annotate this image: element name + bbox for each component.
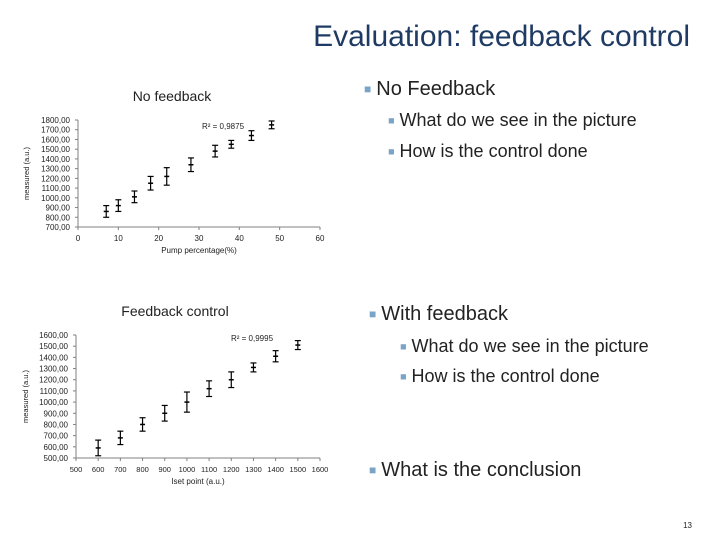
bullet-with-feedback-q2: ■ How is the control done (400, 366, 600, 387)
y-tick-label: 1000,00 (41, 194, 70, 203)
bullet-with-feedback-text: With feedback (381, 303, 508, 325)
y-tick-label: 1200,00 (39, 376, 68, 385)
y-tick-label: 1700,00 (41, 126, 70, 135)
y-tick-label: 600,00 (44, 443, 69, 452)
chart-title: No feedback (133, 88, 213, 104)
data-point (268, 120, 275, 130)
x-tick-label: 1200 (223, 465, 240, 474)
y-axis-label: measured (a.u.) (21, 370, 30, 423)
y-tick-label: 1600,00 (41, 135, 70, 144)
x-axis-label: Iset point (a.u.) (171, 477, 225, 486)
chart-title: Feedback control (121, 303, 228, 319)
x-tick-label: 60 (316, 234, 325, 243)
y-tick-label: 1500,00 (39, 342, 68, 351)
y-tick-label: 1500,00 (41, 145, 70, 154)
bullet-marker-icon: ■ (388, 146, 395, 158)
data-point (187, 157, 194, 173)
x-tick-label: 40 (235, 234, 244, 243)
chart-no-feedback-svg: No feedback1800,001700,001600,001500,001… (22, 88, 325, 255)
x-tick-label: 1100 (201, 465, 217, 474)
chart-feedback-control-svg: Feedback control 1600,00 1500,00 1400,00 130… (21, 303, 329, 486)
bullet-marker-icon: ■ (364, 82, 372, 96)
bullet-with-feedback-q1: ■ What do we see in the picture (400, 336, 649, 357)
y-tick-label: 1400,00 (41, 155, 70, 164)
bullet-with-feedback-q1-text: What do we see in the picture (411, 336, 649, 356)
bullet-marker-icon: ■ (388, 115, 395, 127)
bullet-no-feedback-text: No Feedback (376, 78, 496, 100)
bullet-marker-icon: ■ (400, 341, 407, 353)
bullet-no-feedback-q2: ■ How is the control done (388, 141, 588, 162)
data-point (206, 380, 213, 398)
x-tick-label: 1000 (179, 465, 196, 474)
x-tick-label: 600 (92, 465, 105, 474)
bullet-conclusion-text: What is the conclusion (381, 459, 582, 481)
data-point (147, 175, 154, 191)
page-number: 13 (683, 521, 692, 530)
data-point (95, 439, 102, 457)
x-tick-label: 20 (154, 234, 163, 243)
bullet-marker-icon: ■ (369, 463, 377, 477)
data-point (250, 362, 257, 373)
y-tick-label: 1000,00 (39, 398, 68, 407)
x-tick-label: 50 (275, 234, 284, 243)
x-tick-label: 1400 (267, 465, 284, 474)
x-tick-label: 1300 (245, 465, 262, 474)
chart-no-feedback: No feedback 1800,00 1700,00 1600,00 1500,00 1… (0, 80, 340, 270)
y-tick-label: 1100,00 (40, 387, 69, 396)
bullet-no-feedback-q1: ■ What do we see in the picture (388, 110, 637, 131)
data-point (248, 130, 255, 142)
data-point (103, 204, 110, 218)
y-tick-label: 1300,00 (39, 365, 68, 374)
data-point (294, 339, 301, 351)
data-point (131, 190, 138, 204)
data-point (183, 391, 190, 413)
bullet-conclusion: ■ What is the conclusion (369, 459, 581, 482)
data-point (163, 167, 170, 186)
bullet-marker-icon: ■ (400, 371, 407, 383)
x-tick-label: 10 (114, 234, 123, 243)
x-tick-label: 900 (158, 465, 171, 474)
data-point (161, 404, 168, 422)
x-tick-label: 800 (136, 465, 149, 474)
data-point (212, 144, 219, 158)
r-squared-label: R² = 0,9875 (202, 122, 245, 131)
data-point (272, 350, 279, 363)
r-squared-label: R² = 0,9995 (231, 334, 274, 343)
y-tick-label: 1200,00 (41, 174, 70, 183)
bullet-with-feedback: ■ With feedback (369, 303, 508, 326)
y-tick-label: 1300,00 (41, 165, 70, 174)
y-tick-label: 1100,00 (42, 184, 71, 193)
bullet-no-feedback-q2-text: How is the control done (399, 141, 588, 161)
bullet-with-feedback-q2-text: How is the control done (411, 366, 600, 386)
data-point (117, 430, 124, 446)
y-axis-label: measured (a.u.) (22, 147, 31, 200)
y-tick-label: 700,00 (44, 432, 69, 441)
x-tick-label: 0 (76, 234, 81, 243)
data-point (139, 417, 146, 432)
bullet-marker-icon: ■ (369, 307, 377, 321)
y-tick-label: 800,00 (44, 420, 69, 429)
data-point (228, 371, 235, 389)
x-tick-label: 30 (195, 234, 204, 243)
x-axis-label: Pump percentage(%) (161, 246, 237, 255)
y-tick-label: 500,00 (44, 454, 69, 463)
x-tick-label: 500 (70, 465, 83, 474)
chart-feedback-control: Feedback control 1600,00 1500,00 1400,00 130… (0, 295, 340, 495)
y-tick-label: 1400,00 (39, 353, 68, 362)
y-tick-label: 700,00 (46, 223, 71, 232)
data-point (228, 139, 235, 149)
x-tick-label: 1500 (289, 465, 306, 474)
y-tick-label: 1800,00 (41, 116, 70, 125)
slide-title: Evaluation: feedback control (313, 20, 690, 53)
y-tick-label: 900,00 (44, 409, 69, 418)
y-tick-label: 800,00 (46, 213, 71, 222)
bullet-no-feedback: ■ No Feedback (364, 78, 495, 101)
y-tick-label: 900,00 (46, 204, 71, 213)
bullet-no-feedback-q1-text: What do we see in the picture (399, 110, 637, 130)
x-tick-label: 1600 (312, 465, 329, 474)
data-point (115, 199, 122, 213)
y-tick-label: 1600,00 (39, 331, 68, 340)
x-tick-label: 700 (114, 465, 127, 474)
